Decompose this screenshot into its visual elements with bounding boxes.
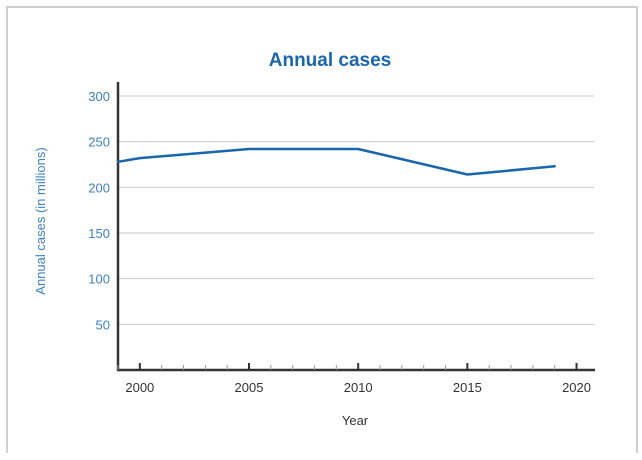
chart-frame: Annual cases Annual cases (in millions) … (6, 6, 638, 453)
grid (118, 96, 594, 324)
y-tick-label-250: 250 (88, 135, 110, 150)
x-tick-label-2015: 2015 (453, 380, 482, 395)
x-tick-label-2005: 2005 (235, 380, 264, 395)
series (118, 149, 555, 175)
chart-title: Annual cases (269, 50, 392, 71)
y-tick-label-100: 100 (88, 272, 110, 287)
y-tick-label-50: 50 (96, 317, 110, 332)
chart-svg: Annual cases Annual cases (in millions) … (8, 8, 640, 455)
series-line-0 (118, 149, 555, 175)
y-tick-label-300: 300 (88, 89, 110, 104)
x-axis-label: Year (342, 413, 369, 428)
x-tick-label-2010: 2010 (344, 380, 373, 395)
y-tick-label-150: 150 (88, 226, 110, 241)
axes (117, 82, 595, 371)
x-tick-label-2000: 2000 (125, 380, 154, 395)
tick-labels: 50 100 150 200 250 300 2000 2005 2010 2015 2020 (88, 89, 591, 395)
y-axis-label: Annual cases (in millions) (33, 147, 48, 294)
x-tick-label-2020: 2020 (562, 380, 591, 395)
y-tick-label-200: 200 (88, 180, 110, 195)
